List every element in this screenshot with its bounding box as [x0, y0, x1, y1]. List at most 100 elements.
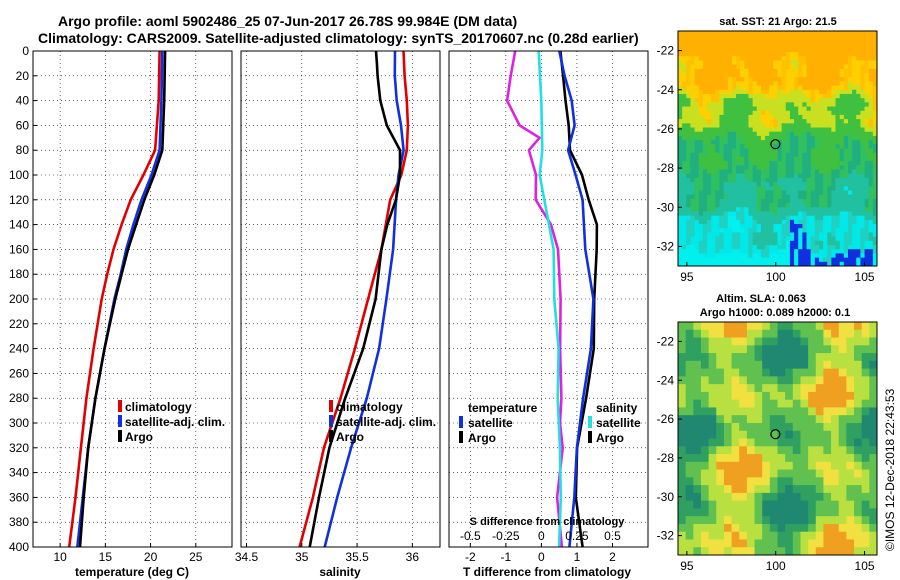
map-cell: [698, 253, 704, 259]
map-cell: [752, 194, 758, 200]
map-cell: [802, 106, 807, 112]
map-cell: [723, 261, 729, 267]
map-cell: [869, 500, 878, 509]
map-cell: [810, 152, 816, 158]
map-cell: [869, 485, 878, 494]
map-cell: [700, 539, 710, 548]
map-cell: [864, 152, 870, 158]
map-cell: [698, 190, 704, 196]
map-cell: [856, 186, 861, 191]
map-cell: [872, 219, 878, 225]
map-cell: [744, 152, 749, 158]
map-cell: [736, 89, 741, 95]
map-cell: [769, 531, 778, 540]
map-cell: [810, 190, 816, 196]
map-cell: [802, 51, 807, 57]
map-cell: [723, 228, 729, 233]
map-cell: [773, 68, 778, 74]
map-cell: [823, 353, 832, 362]
map-cell: [827, 123, 832, 128]
map-cell: [802, 186, 807, 191]
map-cell: [831, 207, 836, 212]
map-cell: [789, 186, 795, 191]
map-cell: [711, 245, 716, 250]
map-cell: [861, 492, 870, 502]
map-cell: [843, 31, 849, 36]
map-cell: [810, 106, 816, 112]
map-cell: [686, 194, 691, 200]
map-cell: [773, 140, 778, 145]
map-cell: [754, 322, 763, 331]
map-cell: [731, 345, 740, 354]
map-cell: [781, 47, 787, 53]
map-cell: [806, 240, 812, 246]
map-cell: [765, 194, 770, 200]
map-cell: [856, 47, 861, 53]
map-cell: [781, 148, 787, 154]
map-cell: [760, 64, 766, 70]
y-tick-label: 100: [9, 168, 29, 182]
map-cell: [708, 360, 717, 369]
map-cell: [756, 60, 762, 65]
map-cell: [716, 415, 725, 424]
map-cell: [756, 43, 762, 49]
map-cell: [698, 152, 704, 158]
map-cell: [815, 322, 824, 331]
map-cell: [748, 72, 754, 78]
map-cell: [736, 182, 741, 187]
map-cell: [715, 211, 720, 217]
y-tick-label: -26: [657, 122, 675, 136]
map-cell: [847, 140, 853, 145]
s-diff-tick-label: 0.5: [604, 529, 621, 543]
map-cell: [852, 43, 857, 49]
map-cell: [814, 249, 820, 254]
map-cell: [765, 182, 770, 187]
map-cell: [727, 148, 733, 154]
map-cell: [792, 384, 801, 393]
map-cell: [715, 165, 720, 170]
map-cell: [682, 127, 687, 133]
map-cell: [716, 500, 725, 509]
map-cell: [785, 198, 791, 204]
map-cell: [698, 156, 704, 162]
map-cell: [694, 47, 700, 53]
map-cell: [854, 438, 863, 447]
map-cell: [831, 131, 836, 137]
map-cell: [789, 127, 795, 133]
map-cell: [864, 123, 870, 128]
map-cell: [748, 207, 754, 212]
map-cell: [760, 31, 766, 36]
map-cell: [678, 31, 683, 36]
map-cell: [794, 165, 799, 170]
map-cell: [835, 190, 841, 196]
map-cell: [769, 345, 778, 354]
map-cell: [843, 186, 849, 191]
map-cell: [744, 98, 749, 103]
map-cell: [798, 106, 803, 112]
map-cell: [831, 224, 836, 229]
map-cell: [731, 203, 737, 208]
map-cell: [690, 39, 695, 44]
map-cell: [806, 144, 812, 149]
map-cell: [785, 161, 791, 166]
map-cell: [789, 194, 795, 200]
map-cell: [719, 114, 725, 120]
map-cell: [736, 177, 741, 183]
map-cell: [781, 114, 787, 120]
map-cell: [872, 224, 878, 229]
map-cell: [798, 169, 803, 175]
map-cell: [736, 31, 741, 36]
map-cell: [760, 152, 766, 158]
map-cell: [739, 446, 748, 455]
map-cell: [792, 539, 801, 548]
map-cell: [872, 68, 878, 74]
map-cell: [823, 422, 832, 432]
map-cell: [769, 477, 778, 486]
map-cell: [818, 161, 824, 166]
map-cell: [719, 127, 725, 133]
map-cell: [831, 215, 836, 221]
map-cell: [781, 224, 787, 229]
map-cell: [731, 376, 740, 385]
map-cell: [854, 454, 863, 463]
temperature-panel-frame: [32, 50, 233, 548]
